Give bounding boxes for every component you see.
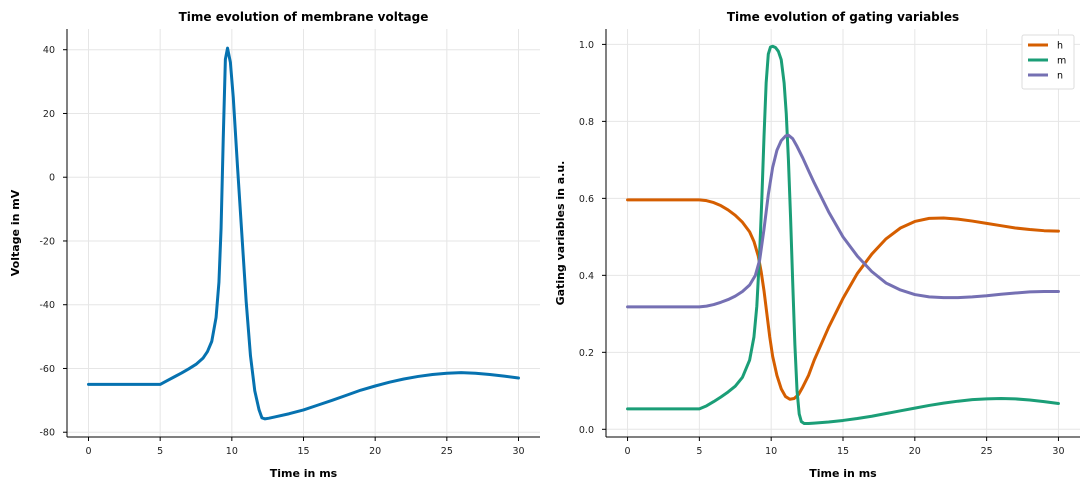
x-tick-label: 5	[696, 446, 702, 457]
y-tick-label: 20	[43, 109, 55, 120]
y-tick-label: 0.6	[579, 194, 594, 205]
x-tick-label: 20	[369, 446, 381, 457]
x-tick-label: 5	[157, 446, 163, 457]
x-tick-label: 30	[1052, 446, 1064, 457]
y-tick-label: 0.4	[579, 271, 594, 282]
legend-label: n	[1057, 71, 1063, 82]
series-line-m	[626, 44, 1060, 426]
chart-title: Time evolution of membrane voltage	[179, 10, 429, 24]
x-tick-label: 10	[765, 446, 777, 457]
y-tick-label: -20	[39, 236, 55, 247]
y-axis-label: Gating variables in a.u.	[554, 161, 567, 306]
y-tick-label: 0.0	[579, 425, 594, 436]
y-tick-label: -40	[39, 300, 55, 311]
y-tick-label: 40	[43, 45, 55, 56]
legend-label: m	[1057, 56, 1066, 67]
x-axis-label: Time in ms	[270, 467, 338, 480]
y-tick-label: -80	[39, 428, 55, 439]
legend: hmn	[1021, 34, 1075, 90]
x-axis-label: Time in ms	[809, 467, 877, 480]
y-tick-label: 1.0	[579, 40, 594, 51]
x-tick-label: 20	[909, 446, 921, 457]
x-tick-label: 25	[441, 446, 453, 457]
y-tick-label: 0	[49, 173, 55, 184]
y-axis-label: Voltage in mV	[9, 189, 22, 276]
gating-chart: 0 5 10 15 20 25 30 0.0 0.2 0.4 0.6 0.8 1.0 Time evolu…	[554, 10, 1080, 480]
y-tick-label: 0.2	[579, 348, 594, 359]
y-tick-label: -60	[39, 364, 55, 375]
x-tick-label: 15	[837, 446, 849, 457]
voltage-chart: 0 5 10 15 20 25 30 -80 -60 -40 -20 0 20 40 Time evolut…	[9, 10, 540, 480]
x-tick-label: 10	[226, 446, 238, 457]
series-line-n	[626, 133, 1060, 309]
legend-label: h	[1057, 41, 1063, 52]
x-tick-label: 25	[981, 446, 993, 457]
chart-title: Time evolution of gating variables	[727, 10, 959, 24]
x-tick-label: 30	[512, 446, 524, 457]
series-line-0	[87, 46, 520, 421]
x-tick-label: 0	[625, 446, 631, 457]
x-tick-label: 15	[297, 446, 309, 457]
x-tick-label: 0	[85, 446, 91, 457]
y-tick-label: 0.8	[579, 117, 594, 128]
